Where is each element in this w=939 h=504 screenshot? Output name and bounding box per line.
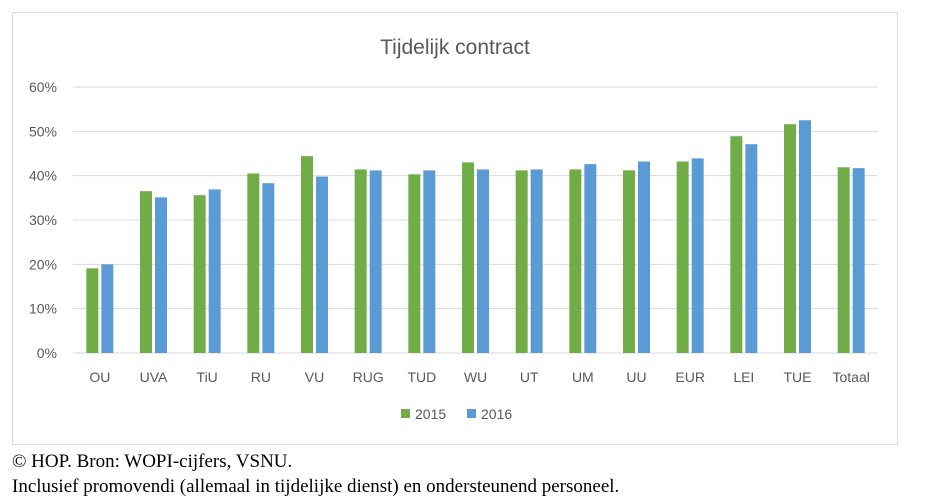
bar-2016-UT <box>530 169 543 353</box>
bar-2016-VU <box>316 176 328 353</box>
bar-2016-TUD <box>423 170 436 353</box>
x-tick-label: UM <box>572 369 594 385</box>
bar-2015-UT <box>515 170 528 353</box>
x-tick-label: UT <box>520 369 539 385</box>
bar-2016-OU <box>101 264 114 353</box>
bar-2015-WU <box>462 162 474 353</box>
bar-2015-RU <box>247 173 260 353</box>
bar-2015-UU <box>623 170 635 353</box>
legend-swatch-2016 <box>467 409 476 418</box>
bar-2016-Totaal <box>852 168 865 353</box>
x-tick-label: UU <box>626 369 646 385</box>
bar-2016-UU <box>638 161 650 353</box>
y-tick-label: 0% <box>37 345 57 361</box>
bar-2015-RUG <box>354 169 367 353</box>
y-tick-label: 60% <box>29 79 57 95</box>
bar-2015-LEI <box>730 136 743 353</box>
bar-2016-LEI <box>745 144 758 353</box>
bar-2016-UM <box>584 164 597 353</box>
caption-note: Inclusief promovendi (allemaal in tijdel… <box>12 476 620 497</box>
x-tick-label: LEI <box>733 369 754 385</box>
x-tick-label: RUG <box>353 369 384 385</box>
x-tick-label: VU <box>305 369 324 385</box>
y-tick-label: 40% <box>29 168 57 184</box>
x-tick-label: TUE <box>784 369 812 385</box>
bar-2015-VU <box>301 156 313 353</box>
bar-2015-UVA <box>140 191 152 353</box>
chart-frame <box>12 12 898 445</box>
caption-source: © HOP. Bron: WOPI-cijfers, VSNU. <box>12 451 293 472</box>
x-tick-label: EUR <box>675 369 705 385</box>
x-tick-label: RU <box>251 369 271 385</box>
legend-swatch-2015 <box>401 409 410 418</box>
y-tick-label: 50% <box>29 123 57 139</box>
y-tick-label: 10% <box>29 301 57 317</box>
bar-chart: Tijdelijk contract 0% 10% 20% 30% 40% 50% 60% O… <box>29 36 878 422</box>
bar-2015-UM <box>569 169 582 353</box>
bar-2016-RUG <box>369 170 382 353</box>
x-tick-label: Totaal <box>832 369 869 385</box>
bar-2016-RU <box>262 183 275 353</box>
x-tick-label: WU <box>464 369 487 385</box>
chart-title: Tijdelijk contract <box>380 36 530 59</box>
x-tick-label: OU <box>89 369 110 385</box>
bar-2016-TUE <box>799 120 811 353</box>
bar-2016-WU <box>477 169 489 353</box>
bar-2015-EUR <box>676 161 689 353</box>
bar-2016-TiU <box>208 189 221 353</box>
y-tick-label: 20% <box>29 256 57 272</box>
bar-2015-TiU <box>193 195 206 353</box>
bar-2015-OU <box>86 268 99 353</box>
x-tick-label: UVA <box>140 369 168 385</box>
x-tick-label: TUD <box>407 369 436 385</box>
bar-2016-EUR <box>691 158 704 353</box>
bar-2015-TUE <box>784 124 796 354</box>
legend-label-2016: 2016 <box>481 406 512 422</box>
bar-2015-Totaal <box>837 167 850 353</box>
y-tick-label: 30% <box>29 212 57 228</box>
bar-2015-TUD <box>408 174 421 353</box>
bar-2016-UVA <box>155 197 167 353</box>
x-tick-label: TiU <box>197 369 218 385</box>
legend-label-2015: 2015 <box>415 406 446 422</box>
